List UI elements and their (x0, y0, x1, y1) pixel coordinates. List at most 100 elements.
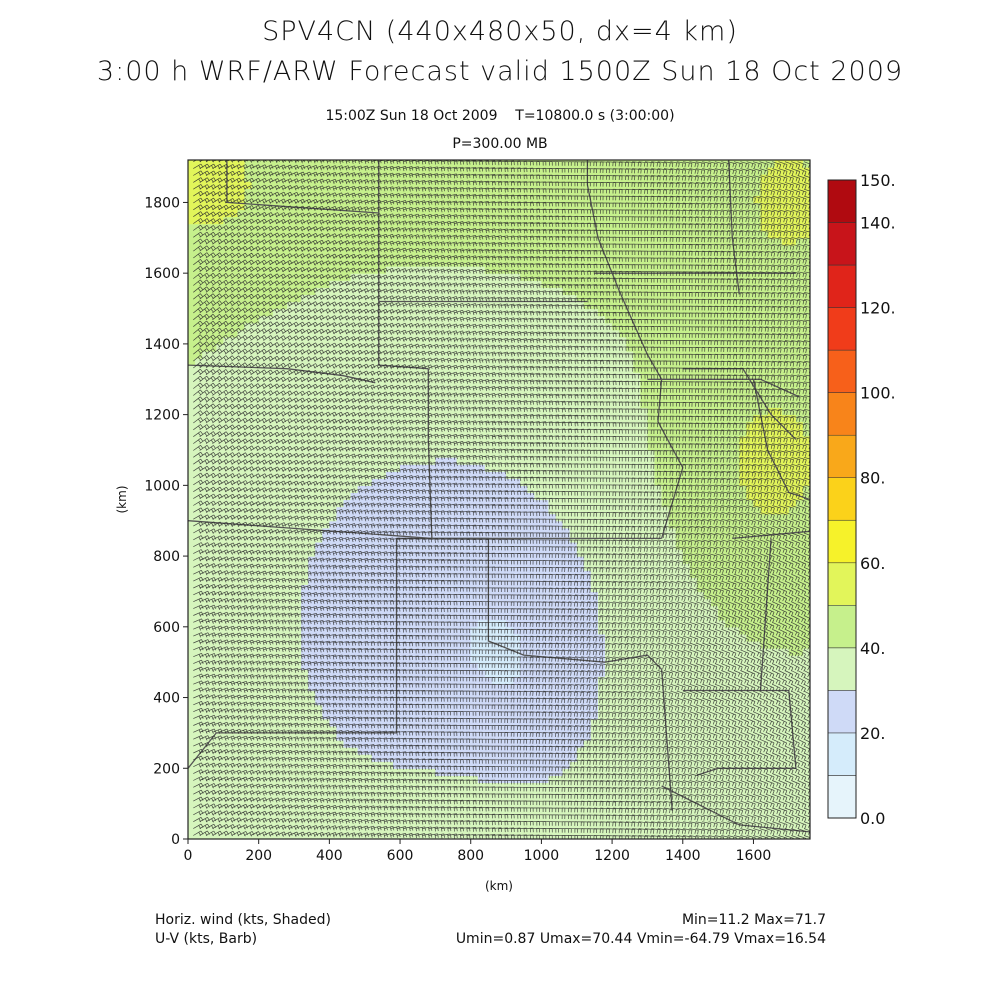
field-cell (195, 640, 203, 649)
field-cell (470, 612, 479, 621)
field-cell (216, 775, 224, 784)
field-cell (251, 577, 260, 585)
field-cell (407, 329, 415, 338)
field-cell (244, 251, 253, 260)
field-cell (195, 372, 203, 380)
field-cell (435, 633, 444, 642)
field-cell (442, 747, 451, 755)
field-cell (470, 775, 479, 784)
field-cell (216, 160, 224, 168)
field-cell (230, 464, 239, 472)
field-cell (209, 160, 217, 168)
field-cell (202, 803, 210, 812)
field-cell (237, 789, 246, 798)
field-cell (230, 732, 239, 741)
field-cell (527, 782, 535, 791)
field-cell (470, 527, 479, 536)
field-cell (463, 747, 472, 755)
field-cell (477, 520, 486, 529)
field-cell (534, 259, 543, 267)
field-cell (258, 584, 267, 593)
field-cell (244, 209, 253, 218)
field-cell (230, 718, 239, 727)
field-cell (534, 549, 543, 557)
field-cell (188, 831, 196, 839)
field-cell (195, 718, 203, 727)
field-cell (223, 669, 232, 677)
field-cell (188, 181, 196, 189)
field-cell (251, 506, 260, 515)
field-cell (477, 322, 486, 331)
field-cell (202, 612, 210, 621)
field-cell (237, 301, 246, 310)
field-cell (202, 167, 210, 175)
field-cell (470, 640, 479, 649)
field-cell (209, 343, 217, 352)
field-cell (202, 230, 210, 239)
field-cell (230, 301, 239, 310)
field-cell (541, 662, 550, 670)
field-cell (449, 343, 458, 352)
field-cell (541, 541, 550, 550)
field-cell (230, 810, 239, 819)
field-cell (188, 605, 196, 614)
field-cell (343, 584, 352, 593)
field-cell (223, 640, 232, 649)
field-cell (237, 315, 246, 324)
field-cell (195, 754, 203, 762)
field-cell (407, 287, 415, 295)
field-cell (463, 739, 472, 748)
field-cell (237, 435, 246, 444)
field-cell (442, 754, 451, 762)
field-cell (534, 506, 543, 515)
field-cell (216, 520, 224, 529)
field-cell (470, 506, 479, 515)
field-cell (188, 400, 196, 409)
field-cell (230, 195, 239, 204)
field-cell (209, 527, 217, 536)
field-cell (209, 216, 217, 225)
field-cell (202, 280, 210, 288)
field-cell (244, 442, 253, 451)
field-cell (251, 457, 260, 465)
field-cell (237, 223, 246, 232)
field-cell (209, 209, 217, 218)
field-cell (216, 619, 224, 628)
field-cell (237, 266, 246, 274)
field-cell (435, 690, 444, 699)
field-cell (499, 633, 507, 642)
field-cell (279, 598, 288, 607)
field-cell (463, 598, 472, 607)
field-cell (188, 513, 196, 522)
field-cell (237, 690, 246, 699)
field-cell (223, 655, 232, 663)
field-cell (230, 216, 239, 225)
field-cell (407, 393, 415, 402)
field-cell (470, 358, 479, 366)
field-cell (216, 640, 224, 649)
field-cell (202, 329, 210, 338)
field-cell (244, 350, 253, 359)
field-cell (244, 174, 253, 182)
field-cell (209, 704, 217, 713)
field-cell (188, 527, 196, 536)
field-cell (202, 704, 210, 713)
field-cell (223, 690, 232, 699)
field-cell (195, 633, 203, 642)
field-cell (223, 676, 232, 684)
field-cell (378, 435, 387, 444)
field-cell (188, 308, 196, 317)
field-cell (188, 188, 196, 196)
field-cell (378, 605, 387, 614)
field-cell (209, 414, 217, 423)
field-cell (230, 725, 239, 734)
field-cell (230, 669, 239, 677)
field-cell (527, 499, 535, 508)
field-cell (541, 499, 550, 508)
field-cell (209, 534, 217, 543)
field-cell (188, 655, 196, 663)
field-cell (237, 612, 246, 621)
field-cell (216, 244, 224, 253)
field-cell (499, 697, 507, 706)
field-cell (527, 761, 535, 769)
